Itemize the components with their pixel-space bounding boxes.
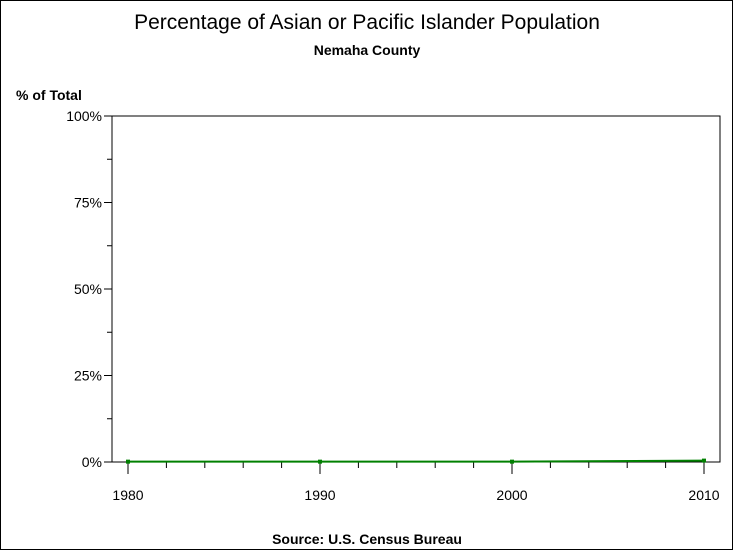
data-point — [702, 458, 706, 463]
x-tick-label: 2010 — [688, 487, 719, 503]
data-point — [510, 459, 514, 464]
x-tick-label: 1980 — [112, 487, 143, 503]
y-tick-label: 50% — [74, 281, 102, 297]
chart-subtitle: Nemaha County — [314, 42, 421, 58]
x-tick-label: 1990 — [304, 487, 335, 503]
y-axis-label: % of Total — [16, 87, 82, 103]
y-tick-label: 25% — [74, 368, 102, 384]
data-point — [318, 459, 322, 464]
x-tick-label: 2000 — [496, 487, 527, 503]
chart-title: Percentage of Asian or Pacific Islander … — [134, 11, 600, 34]
footnote: Source: U.S. Census Bureau — [272, 531, 462, 547]
series-line — [128, 459, 705, 463]
y-tick-label: 100% — [66, 108, 102, 124]
y-tick-label: 75% — [74, 195, 102, 211]
y-tick-label: 0% — [82, 454, 102, 470]
plot-frame — [111, 115, 721, 463]
data-point — [126, 459, 130, 464]
